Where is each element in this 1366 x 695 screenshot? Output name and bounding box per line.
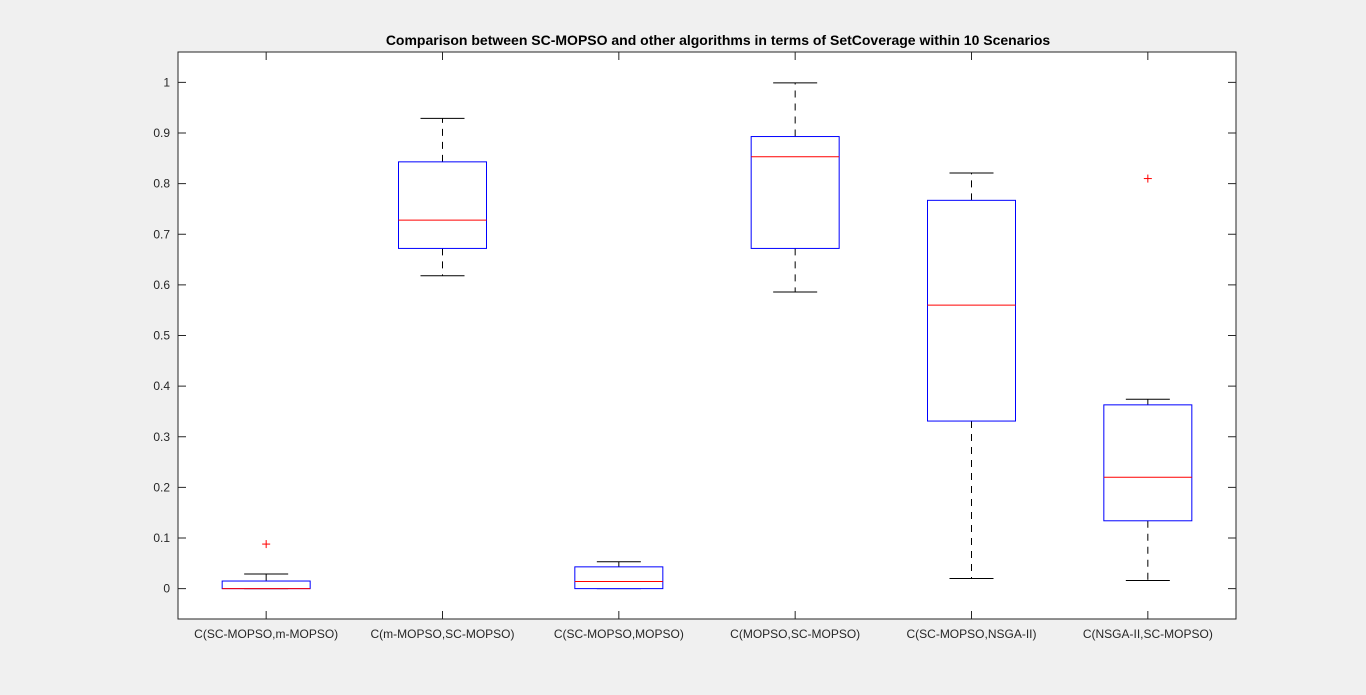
x-tick-label: C(SC-MOPSO,m-MOPSO): [194, 627, 338, 641]
x-axis: C(SC-MOPSO,m-MOPSO) C(m-MOPSO,SC-MOPSO) C(…: [194, 52, 1213, 641]
box-5: [927, 172, 1016, 579]
iqr-box: [750, 136, 840, 249]
y-tick-label: 0.2: [153, 480, 170, 494]
chart-title: Comparison between SC-MOPSO and other al…: [386, 32, 1051, 48]
y-tick-label: 0.6: [153, 278, 170, 292]
box-1: [221, 540, 311, 590]
x-tick-label: C(NSGA-II,SC-MOPSO): [1083, 627, 1213, 641]
box-3: [574, 561, 664, 590]
y-axis: 0 0.1 0.2 0.3 0.4 0.5 0.6 0.7 0.8 0.9 1: [153, 75, 1236, 596]
box-4: [750, 82, 840, 293]
iqr-box: [398, 161, 487, 249]
outlier-marker: [1143, 174, 1152, 183]
x-tick-label: C(MOPSO,SC-MOPSO): [730, 627, 860, 641]
y-tick-label: 0.9: [153, 126, 170, 140]
iqr-box: [1103, 404, 1193, 522]
iqr-box: [927, 199, 1016, 422]
y-tick-label: 0: [163, 582, 170, 596]
outlier-marker: [262, 540, 271, 549]
iqr-box: [574, 566, 664, 590]
x-tick-label: C(SC-MOPSO,MOPSO): [554, 627, 684, 641]
y-tick-label: 0.3: [153, 430, 170, 444]
box-series: [221, 82, 1193, 590]
y-tick-label: 0.7: [153, 227, 170, 241]
x-tick-label: C(m-MOPSO,SC-MOPSO): [371, 627, 515, 641]
iqr-box: [221, 580, 311, 590]
y-tick-label: 0.8: [153, 177, 170, 191]
y-tick-label: 0.4: [153, 379, 170, 393]
y-tick-label: 1: [163, 75, 170, 89]
y-tick-label: 0.5: [153, 329, 170, 343]
box-2: [398, 117, 487, 277]
x-tick-label: C(SC-MOPSO,NSGA-II): [906, 627, 1036, 641]
y-tick-label: 0.1: [153, 531, 170, 545]
plot-area: [177, 51, 1237, 620]
box-6: [1103, 174, 1193, 582]
